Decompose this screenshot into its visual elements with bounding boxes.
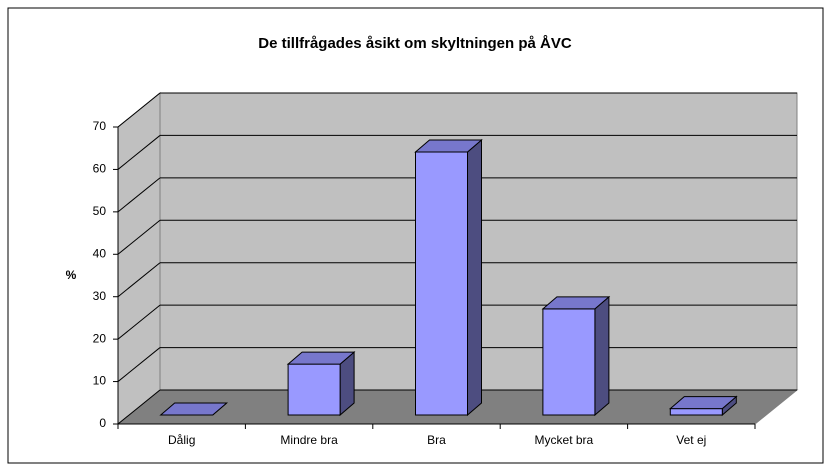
- x-tick-label: Mycket bra: [535, 433, 594, 447]
- x-tick-label: Mindre bra: [280, 433, 338, 447]
- chart-title: De tillfrågades åsikt om skyltningen på …: [258, 35, 572, 52]
- bar-side: [467, 138, 482, 417]
- bar: [669, 408, 723, 416]
- bar-side: [594, 295, 610, 417]
- bar-top: [414, 139, 483, 153]
- grid-line: [117, 389, 161, 425]
- y-tick-label: 70: [93, 119, 107, 133]
- grid-line: [117, 92, 161, 128]
- y-tick-label: 0: [99, 416, 106, 430]
- y-tick-label: 20: [93, 331, 107, 345]
- x-tick-label: Bra: [427, 433, 446, 447]
- grid-line: [117, 219, 161, 255]
- bar: [415, 151, 468, 416]
- y-tick-label: 50: [93, 204, 107, 218]
- grid-line: [117, 347, 161, 382]
- x-tick-label: Vet ej: [676, 433, 706, 447]
- grid-line: [117, 262, 161, 298]
- y-tick-label: 60: [93, 162, 107, 176]
- grid-line: [117, 304, 161, 340]
- grid-line: [117, 177, 161, 213]
- bar: [542, 308, 596, 416]
- y-tick-label: 40: [93, 246, 107, 260]
- y-tick-label: 30: [93, 289, 107, 303]
- grid-line: [117, 135, 161, 170]
- y-tick-label: 10: [93, 374, 107, 388]
- y-axis-label: %: [66, 268, 77, 282]
- bar: [287, 363, 341, 416]
- bar-top: [286, 351, 356, 365]
- x-tick-label: Dålig: [168, 433, 195, 447]
- bar-top: [668, 396, 738, 410]
- bar-top: [159, 402, 229, 416]
- side-wall: [117, 91, 161, 426]
- bar-top: [541, 296, 611, 310]
